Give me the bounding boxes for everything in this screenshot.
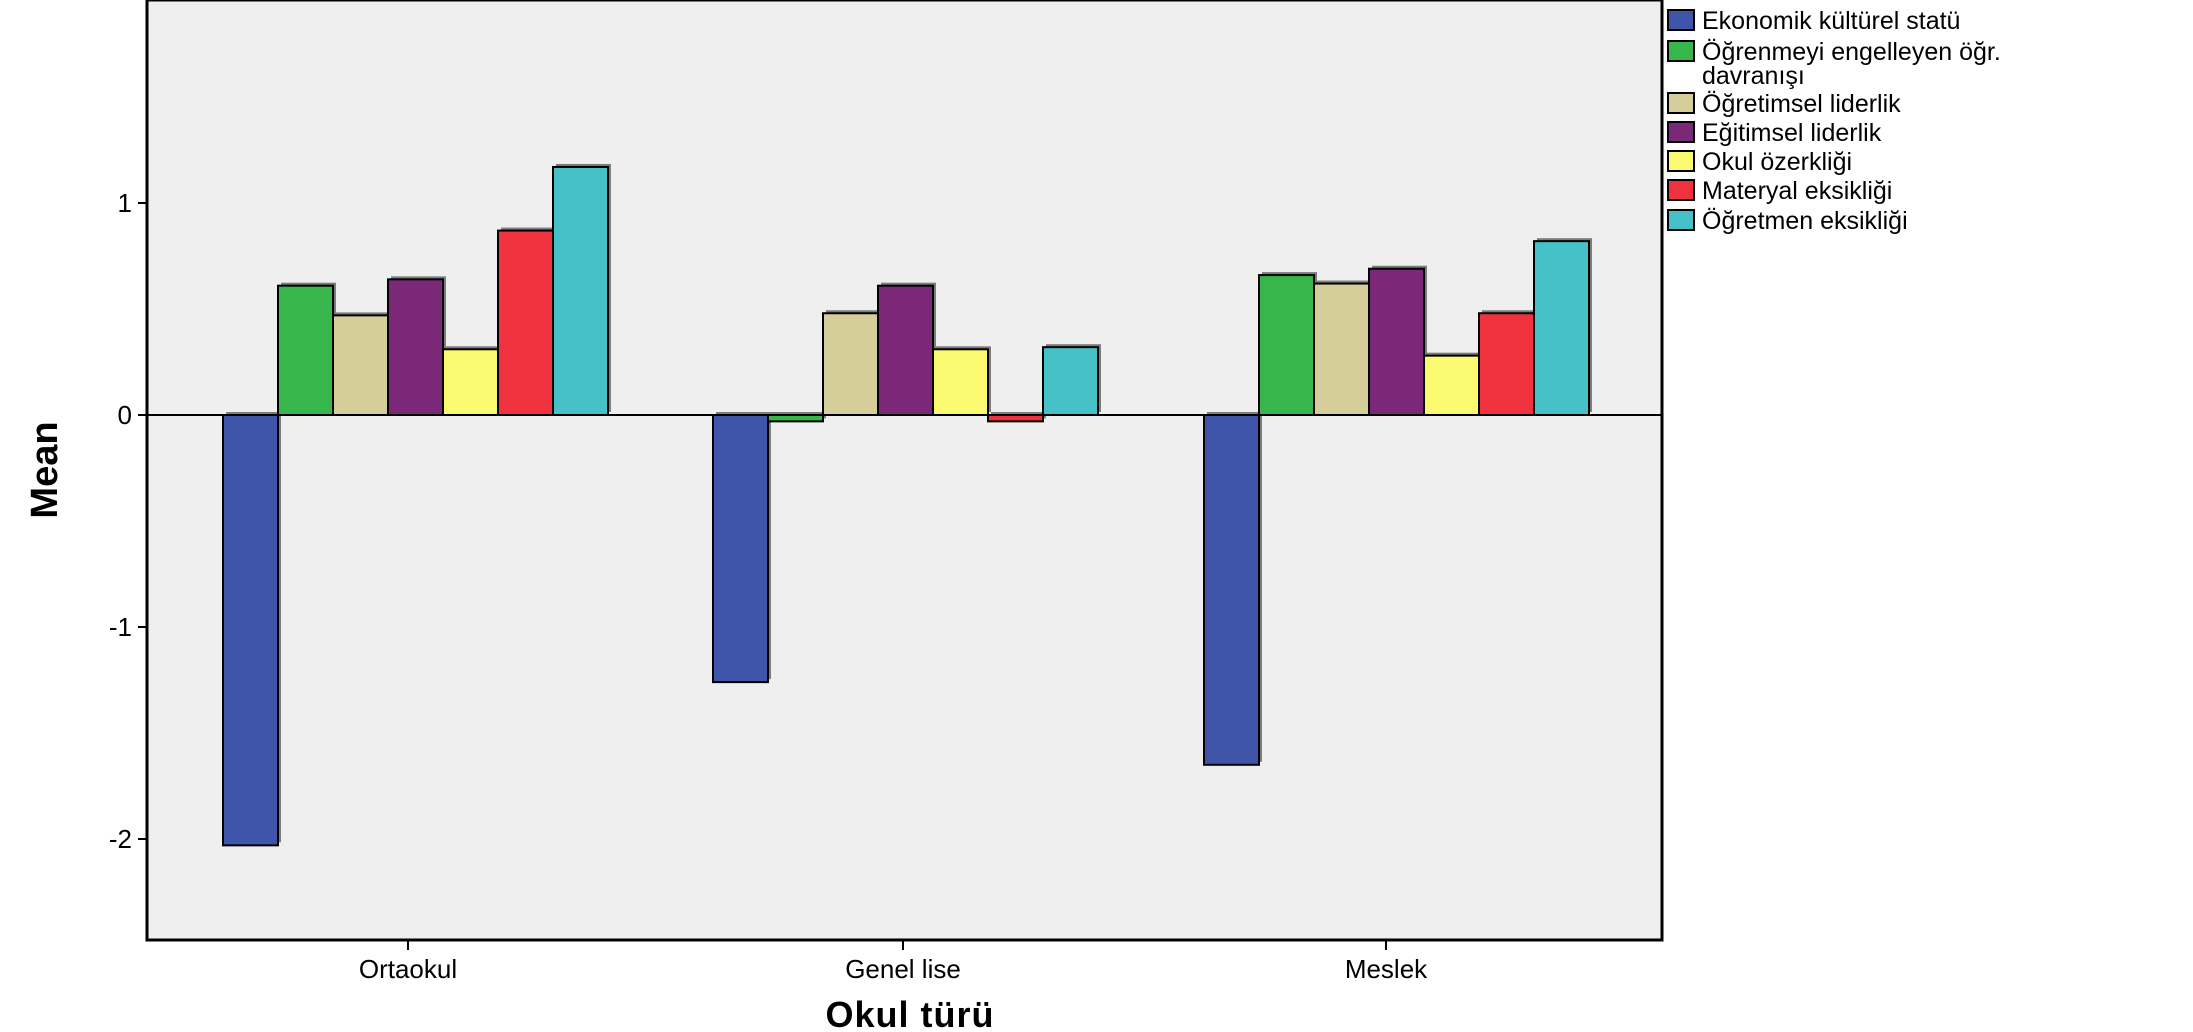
legend: Ekonomik kültürel statü Öğrenmeyi engelle… — [1667, 7, 2001, 235]
bar — [332, 314, 389, 416]
legend-label: Öğretimsel liderlik — [1702, 90, 1901, 118]
bar — [1042, 346, 1099, 416]
y-axis-label: Mean — [24, 421, 66, 518]
bar — [442, 348, 499, 416]
x-tick-label: Genel lise — [845, 954, 961, 984]
bar — [1423, 354, 1480, 417]
bar — [877, 284, 934, 416]
x-tick-label: Meslek — [1345, 954, 1428, 984]
bar — [767, 414, 824, 423]
bar — [552, 165, 609, 416]
bar — [387, 278, 444, 416]
y-tick-label: -2 — [109, 824, 132, 854]
legend-swatch — [1667, 209, 1695, 231]
legend-label: Ekonomik kültürel statü — [1702, 7, 1960, 35]
legend-swatch — [1667, 40, 1695, 62]
bar — [497, 229, 554, 416]
bar — [987, 414, 1044, 423]
x-axis: Ortaokul Genel lise Meslek — [359, 940, 1428, 984]
legend-label: Eğitimsel liderlik — [1702, 119, 1882, 147]
bar — [932, 348, 989, 416]
bar — [1203, 414, 1260, 766]
bar — [712, 414, 769, 684]
legend-swatch — [1667, 9, 1695, 31]
y-tick-label: -1 — [109, 612, 132, 642]
bar — [222, 414, 279, 847]
legend-label: Öğretmen eksikliği — [1702, 207, 1908, 235]
bar — [277, 284, 334, 416]
y-axis: 1 0 -1 -2 — [109, 188, 147, 854]
bar — [1533, 240, 1590, 416]
legend-label: davranışı — [1702, 62, 1805, 90]
legend-swatch — [1667, 179, 1695, 201]
bar — [822, 312, 879, 416]
legend-label: Öğrenmeyi engelleyen öğr. — [1702, 38, 2001, 66]
legend-label: Okul özerkliği — [1702, 148, 1852, 176]
bars — [222, 163, 1592, 847]
y-tick-label: 1 — [118, 188, 132, 218]
plot-area — [145, 0, 1664, 942]
x-tick-label: Ortaokul — [359, 954, 457, 984]
legend-swatch — [1667, 121, 1695, 143]
legend-swatch — [1667, 150, 1695, 172]
bar — [1368, 267, 1425, 416]
y-tick-label: 0 — [118, 400, 132, 430]
x-axis-label: Okul türü — [826, 994, 995, 1032]
bar — [1258, 274, 1315, 416]
legend-swatch — [1667, 92, 1695, 114]
bar — [1313, 282, 1370, 416]
legend-label: Materyal eksikliği — [1702, 177, 1892, 205]
bar — [1478, 312, 1535, 416]
